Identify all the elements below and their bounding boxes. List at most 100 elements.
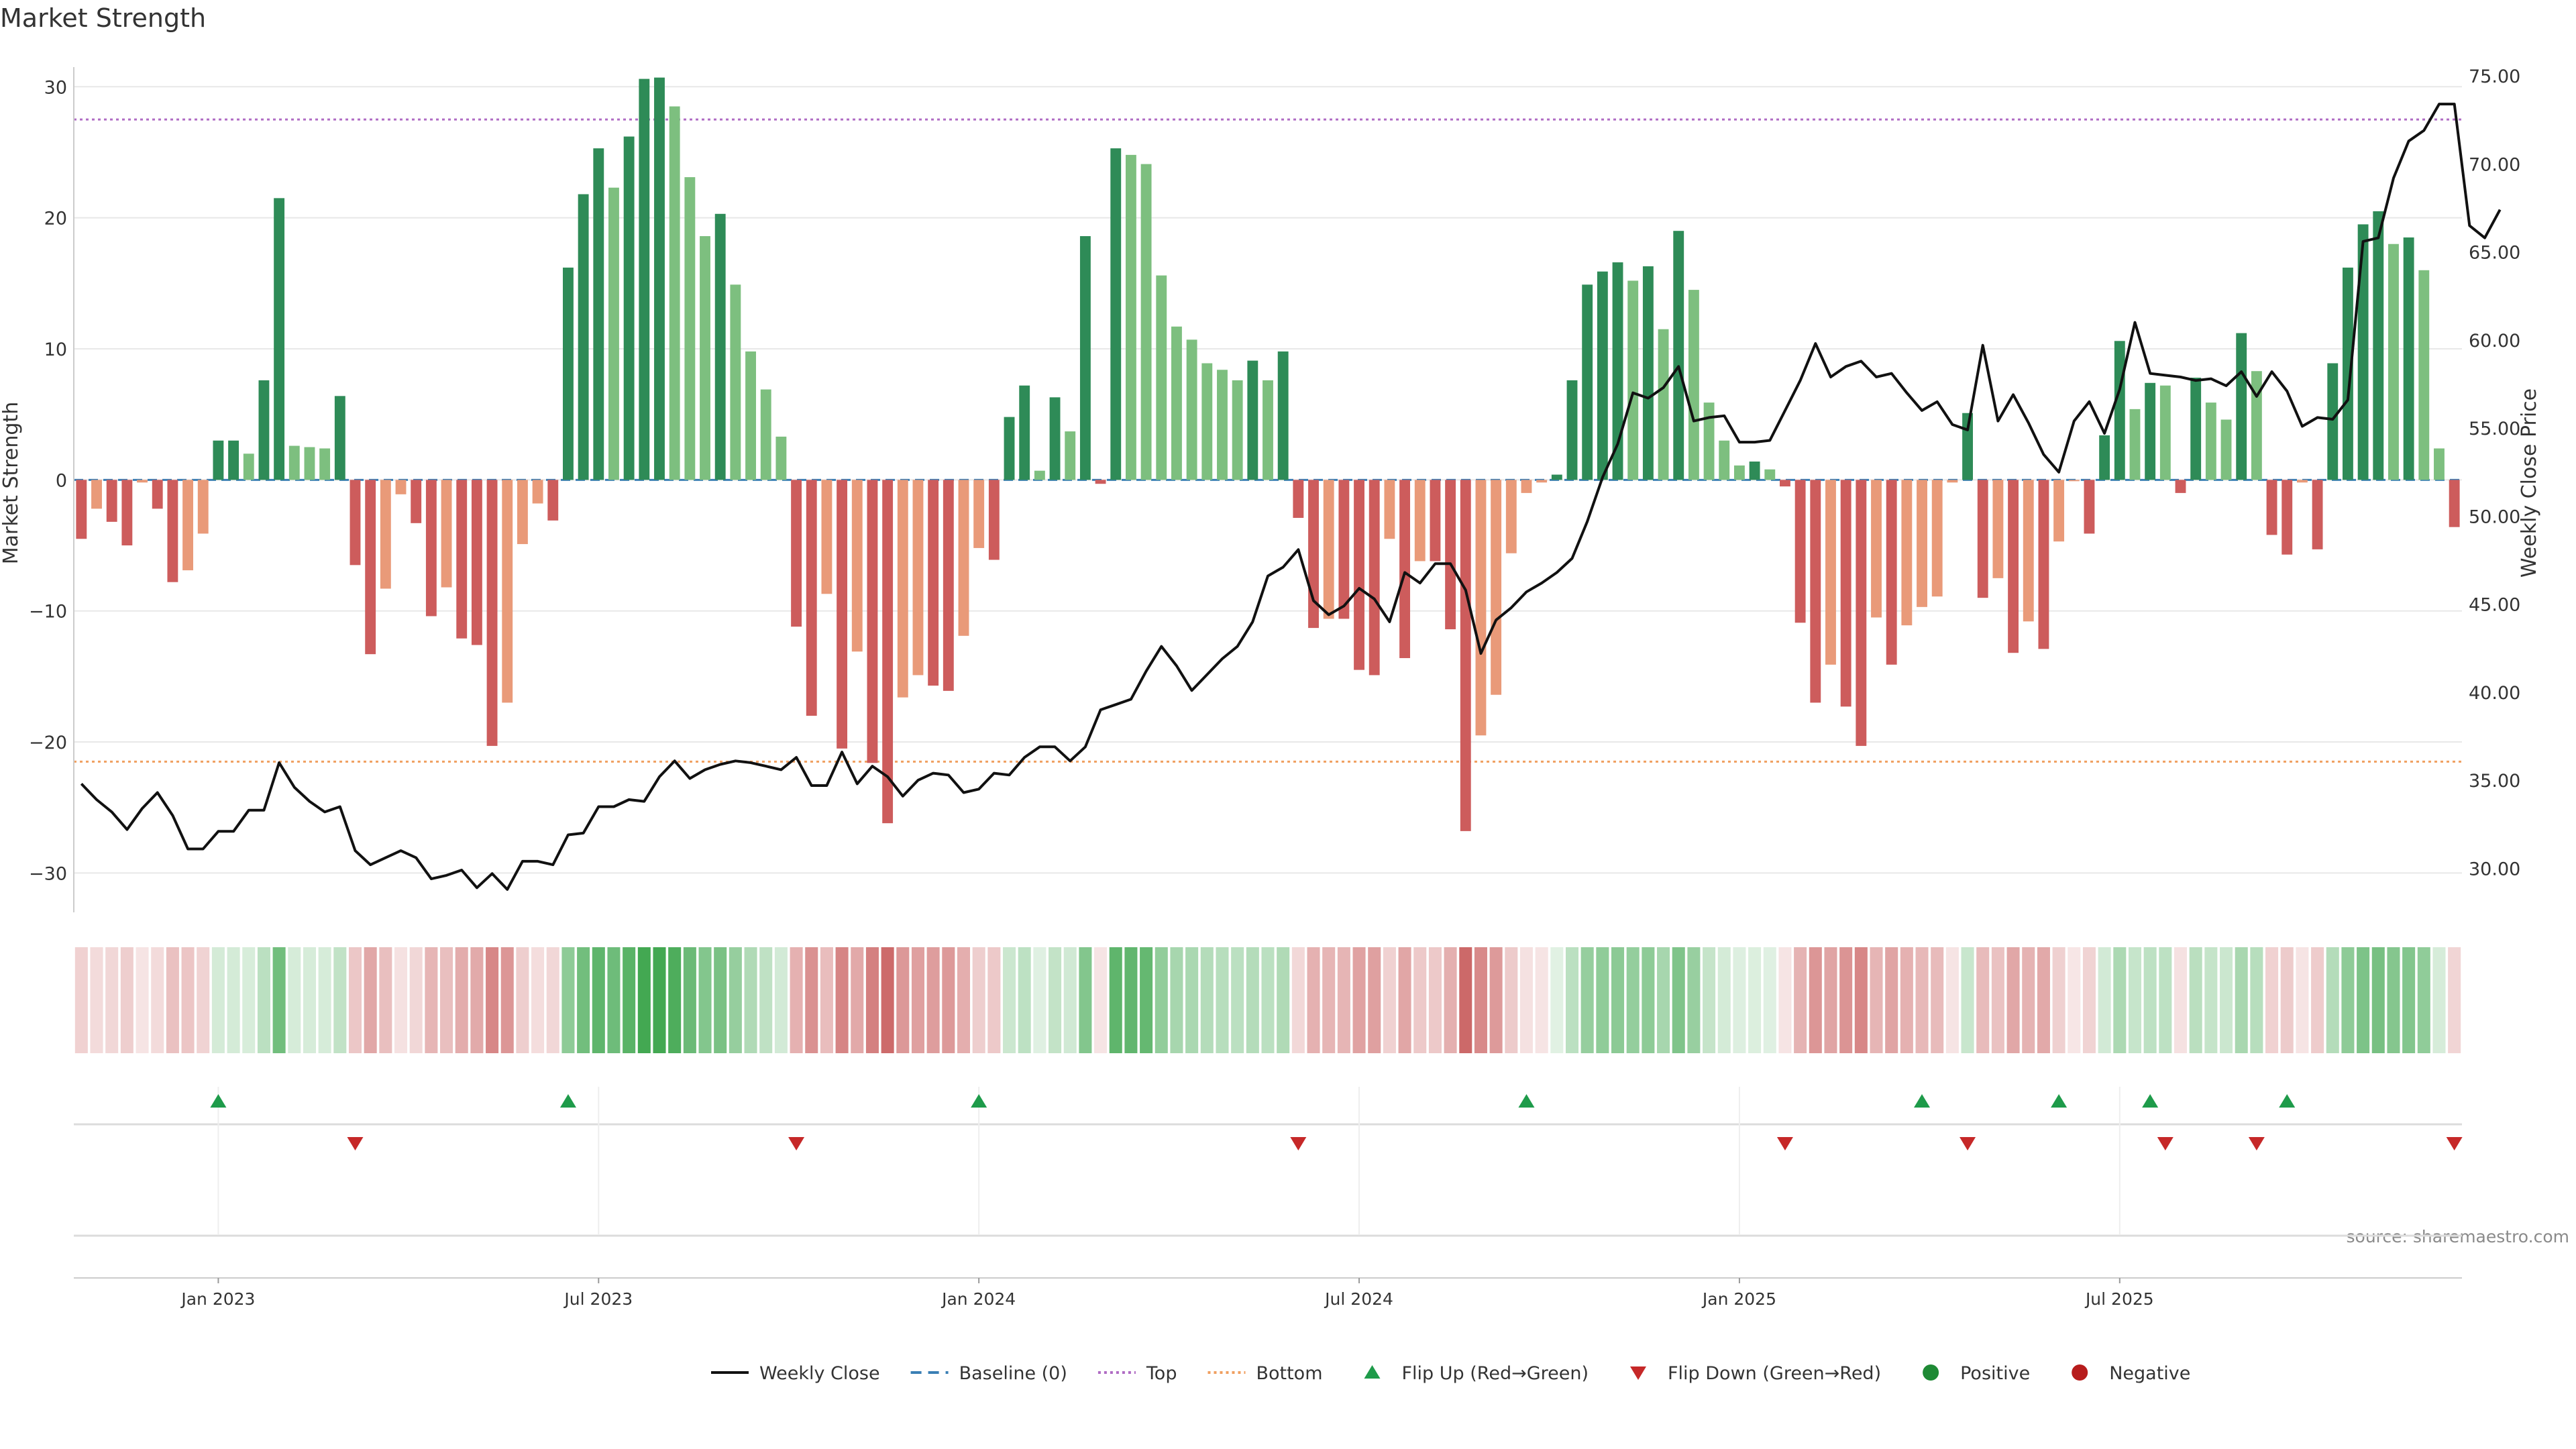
strength-bar: [2388, 244, 2399, 480]
axes: 30 20 10 0 −10 −20 −30 75.00 70.00 65.00 60.00 55.0…: [29, 66, 2520, 912]
strength-bar: [745, 351, 756, 480]
strength-bar: [91, 480, 102, 509]
chart-title: Market Strength: [0, 3, 206, 33]
heat-cell: [1383, 947, 1396, 1053]
heat-cell: [805, 947, 818, 1053]
heat-cell: [348, 947, 362, 1053]
strength-bar: [1384, 480, 1395, 539]
strength-bar: [411, 480, 422, 523]
heat-cell: [1474, 947, 1487, 1053]
strength-bar: [1673, 231, 1684, 480]
strength-bars: [76, 77, 2460, 831]
heat-cell: [1489, 947, 1503, 1053]
heat-cell: [1002, 947, 1016, 1053]
heat-cell: [288, 947, 301, 1053]
heat-cell: [2296, 947, 2309, 1053]
strength-bar: [2145, 382, 2156, 480]
heat-cell: [500, 947, 514, 1053]
heat-cell: [668, 947, 682, 1053]
heat-cell: [1200, 947, 1214, 1053]
heat-cell: [744, 947, 757, 1053]
strength-bar: [563, 267, 574, 480]
left-tick-label: −10: [29, 602, 67, 623]
strength-bar: [1414, 480, 1426, 561]
strength-bar: [456, 480, 468, 639]
strength-bar: [623, 136, 635, 480]
right-tick-label: 30.00: [2469, 859, 2520, 879]
strength-bar: [1460, 480, 1471, 831]
strength-bar: [897, 480, 908, 698]
heat-cell: [1109, 947, 1122, 1053]
flip-up-marker: [971, 1094, 987, 1108]
heat-cell: [440, 947, 453, 1053]
heat-cell: [1809, 947, 1822, 1053]
strength-bar: [258, 380, 270, 480]
legend-item: Weekly Close: [711, 1363, 880, 1384]
heat-cell: [881, 947, 894, 1053]
strength-bar: [106, 480, 117, 522]
legend-label: Weekly Close: [759, 1363, 880, 1384]
strength-bar: [2099, 435, 2110, 480]
heat-cell: [470, 947, 484, 1053]
strength-bar: [593, 148, 604, 480]
flip-down-marker: [2248, 1137, 2265, 1150]
strength-bar: [1764, 469, 1776, 480]
strength-bar: [2327, 363, 2339, 480]
strength-bar: [1886, 480, 1897, 665]
flip-markers-panel: [74, 1087, 2463, 1237]
strength-bar: [1034, 470, 1045, 480]
heat-cell: [227, 947, 240, 1053]
legend-label: Baseline (0): [959, 1363, 1067, 1384]
heat-cell: [1155, 947, 1168, 1053]
heat-cell: [2357, 947, 2370, 1053]
heat-cell: [2311, 947, 2324, 1053]
strength-bar: [1825, 480, 1836, 665]
heat-cell: [2265, 947, 2279, 1053]
strength-heat-strip: [74, 947, 2461, 1053]
legend-item: Bottom: [1208, 1363, 1323, 1384]
strength-bar: [2023, 480, 2034, 622]
strength-bar: [958, 480, 969, 636]
legend-label: Flip Down (Green→Red): [1668, 1363, 1881, 1384]
heat-cell: [987, 947, 1001, 1053]
strength-bar: [1733, 465, 1745, 480]
heat-cell: [2113, 947, 2127, 1053]
heat-cell: [1961, 947, 1974, 1053]
heat-cell: [1839, 947, 1853, 1053]
strength-bar: [2434, 448, 2445, 480]
right-tick-label: 45.00: [2469, 595, 2520, 616]
x-tick-label: Jul 2025: [2084, 1289, 2154, 1309]
strength-bar: [1597, 271, 1608, 480]
strength-bar: [882, 480, 894, 824]
heat-cell: [1094, 947, 1108, 1053]
heat-cell: [2220, 947, 2233, 1053]
strength-bar: [213, 440, 224, 480]
legend-item: Baseline (0): [910, 1363, 1067, 1384]
right-tick-label: 50.00: [2469, 506, 2520, 527]
strength-bar: [121, 480, 133, 546]
heat-cell: [303, 947, 316, 1053]
heat-cell: [1291, 947, 1305, 1053]
strength-bar: [1171, 326, 1182, 480]
strength-bar: [1156, 275, 1167, 480]
legend-item: Top: [1097, 1363, 1177, 1384]
heat-cell: [2189, 947, 2202, 1053]
strength-bar: [1140, 164, 1152, 480]
heat-cell: [1519, 947, 1534, 1053]
strength-bar: [2129, 409, 2141, 480]
strength-bar: [152, 480, 163, 509]
strength-bar: [1658, 329, 1669, 480]
strength-bar: [76, 480, 87, 539]
strength-bar: [486, 480, 498, 746]
heat-cell: [729, 947, 742, 1053]
strength-bar: [1947, 480, 1958, 483]
heat-cell: [2417, 947, 2430, 1053]
strength-bar: [837, 480, 848, 749]
strength-bar: [2220, 419, 2232, 480]
heat-cell: [577, 947, 590, 1053]
strength-bar: [654, 77, 665, 480]
strength-bar: [2175, 480, 2186, 493]
strength-bar: [1612, 262, 1623, 480]
heat-cell: [820, 947, 833, 1053]
